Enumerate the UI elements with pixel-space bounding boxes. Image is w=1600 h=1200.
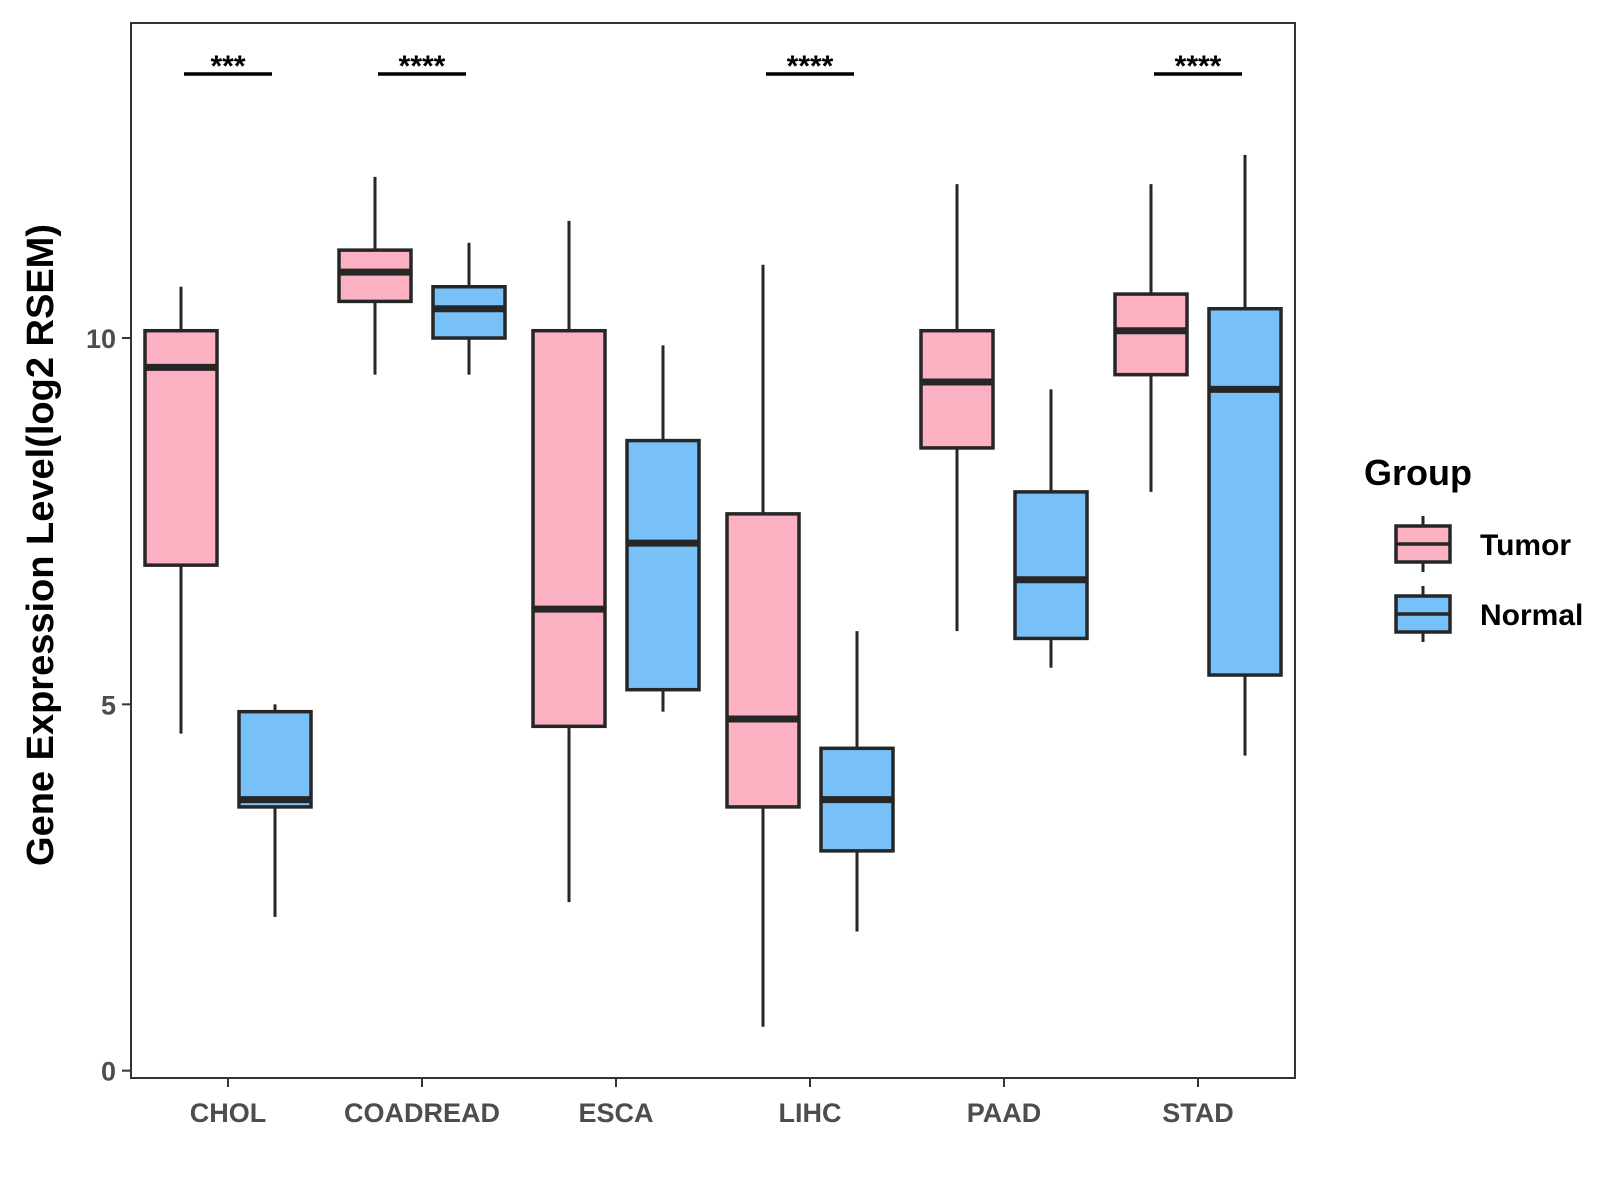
- y-axis: 0 5 10: [86, 324, 131, 1087]
- iqr-box-normal-esca: [625, 438, 701, 692]
- significance-label-chol: ***: [210, 50, 245, 83]
- x-tick-label-lihc: LIHC: [779, 1098, 842, 1128]
- iqr-box-tumor-lihc: [725, 512, 801, 809]
- legend-label-tumor: Tumor: [1480, 529, 1571, 562]
- iqr-box-normal-chol: [237, 709, 313, 809]
- box-tumor-coadread: [337, 176, 413, 375]
- iqr-box-tumor-stad: [1113, 292, 1189, 377]
- significance-label-coadread: ****: [399, 50, 446, 83]
- box-normal-esca: [625, 345, 701, 712]
- box-normal-paad: [1013, 389, 1089, 668]
- x-tick-label-stad: STAD: [1162, 1098, 1234, 1128]
- y-tick-label-0: 0: [101, 1057, 116, 1087]
- iqr-box-tumor-paad: [919, 328, 995, 450]
- boxes-layer: [143, 154, 1283, 1027]
- plot-panel-border: [130, 22, 1296, 1079]
- box-tumor-esca: [531, 220, 607, 903]
- x-axis: CHOL COADREAD ESCA LIHC PAAD STAD: [190, 1078, 1234, 1128]
- significance-label-lihc: ****: [787, 50, 834, 83]
- iqr-box-normal-coadread: [431, 285, 507, 340]
- y-axis-title: Gene Expression Level(log2 RSEM): [20, 224, 62, 866]
- box-tumor-lihc: [725, 264, 801, 1027]
- legend-item-tumor: Tumor: [1394, 516, 1571, 572]
- iqr-box-normal-stad: [1207, 306, 1283, 677]
- x-tick-label-coadread: COADREAD: [344, 1098, 500, 1128]
- y-tick-label-5: 5: [101, 690, 116, 720]
- legend-title: Group: [1364, 452, 1472, 493]
- x-tick-label-paad: PAAD: [967, 1098, 1042, 1128]
- legend: Group Tumor Normal: [1364, 452, 1583, 642]
- iqr-box-tumor-esca: [531, 328, 607, 729]
- legend-label-normal: Normal: [1480, 599, 1583, 632]
- box-normal-lihc: [819, 631, 895, 932]
- x-tick-label-esca: ESCA: [578, 1098, 653, 1128]
- legend-item-normal: Normal: [1394, 586, 1583, 642]
- box-tumor-paad: [919, 184, 995, 632]
- iqr-box-normal-paad: [1013, 490, 1089, 641]
- box-normal-stad: [1207, 154, 1283, 756]
- box-tumor-chol: [143, 286, 219, 734]
- x-tick-label-chol: CHOL: [190, 1098, 267, 1128]
- y-tick-label-10: 10: [86, 324, 116, 354]
- significance-layer: *** **** **** ****: [184, 50, 1242, 83]
- significance-label-stad: ****: [1175, 50, 1222, 83]
- box-tumor-stad: [1113, 184, 1189, 492]
- box-normal-coadread: [431, 242, 507, 375]
- iqr-box-tumor-coadread: [337, 248, 413, 304]
- box-normal-chol: [237, 704, 313, 917]
